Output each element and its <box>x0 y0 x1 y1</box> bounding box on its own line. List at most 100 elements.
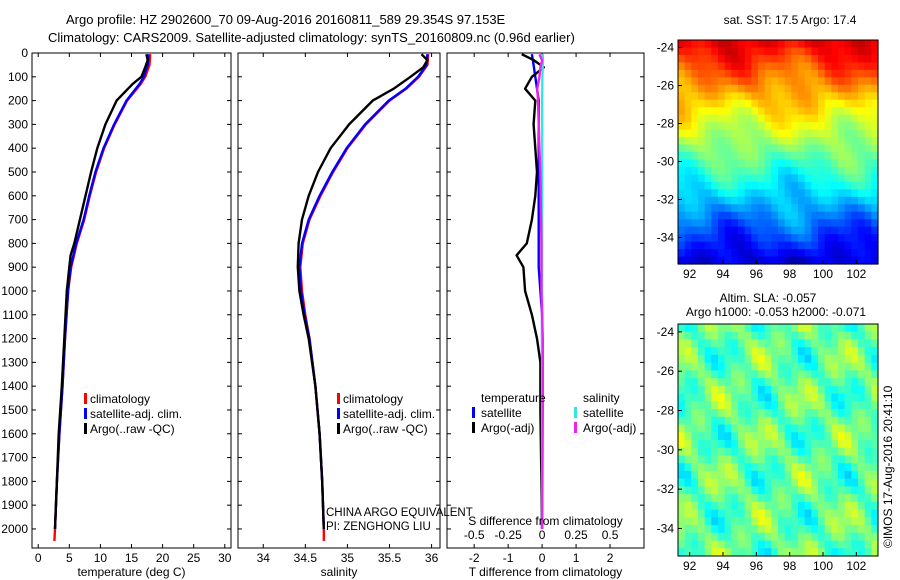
map-cell <box>804 92 812 101</box>
map-cell <box>818 378 826 387</box>
map-cell <box>771 324 779 333</box>
map-cell <box>691 92 699 101</box>
map-cell <box>758 494 766 503</box>
map-cell <box>778 241 786 250</box>
map-cell <box>751 219 759 228</box>
map-cell <box>864 331 872 341</box>
map-cell <box>698 432 706 441</box>
map-title: sat. SST: 17.5 Argo: 17.4 <box>724 13 857 27</box>
map-cell <box>858 99 866 108</box>
map-cell <box>698 54 706 63</box>
map-cell <box>824 517 832 526</box>
map-cell <box>691 47 699 56</box>
map-cell <box>831 385 839 395</box>
map-cell <box>691 107 699 116</box>
map-cell <box>678 47 686 56</box>
map-cell <box>764 486 772 495</box>
map-cell <box>691 393 699 402</box>
map-cell <box>844 92 852 101</box>
map-cell <box>771 107 779 116</box>
map-cell <box>851 122 859 131</box>
map-cell <box>844 432 852 441</box>
map-cell <box>844 455 852 464</box>
y-tick-label: 1600 <box>1 427 28 441</box>
map-cell <box>784 99 792 108</box>
map-cell <box>824 69 832 78</box>
y-tick-label: 800 <box>8 236 28 250</box>
map-cell <box>858 393 866 402</box>
map-cell <box>778 174 786 183</box>
map-cell <box>711 99 719 108</box>
map-cell <box>711 196 719 205</box>
map-cell <box>851 196 859 205</box>
y-tick-label: 600 <box>8 189 28 203</box>
map-cell <box>798 226 806 235</box>
map-cell <box>844 501 852 511</box>
map-cell <box>784 159 792 168</box>
map-cell <box>758 401 766 410</box>
map-cell <box>838 62 846 71</box>
map-cell <box>738 540 746 549</box>
map-cell <box>851 62 859 71</box>
map-cell <box>811 548 819 557</box>
map-cell <box>804 532 812 542</box>
map-cell <box>778 331 786 341</box>
map-cell <box>698 532 706 542</box>
y-tick-label: 2000 <box>1 522 28 536</box>
map-cell <box>711 424 719 433</box>
map-cell <box>704 99 712 108</box>
map-cell <box>824 347 832 356</box>
map-cell <box>778 532 786 542</box>
map-cell <box>771 181 779 190</box>
map-cell <box>771 47 779 56</box>
map-cell <box>791 401 799 410</box>
map-cell <box>764 385 772 395</box>
map-cell <box>724 129 732 138</box>
map-cell <box>738 40 746 49</box>
map-cell <box>798 347 806 356</box>
map-cell <box>804 256 812 265</box>
map-cell <box>871 517 879 526</box>
map-cell <box>858 249 866 258</box>
map-cell <box>784 378 792 387</box>
map-cell <box>858 347 866 356</box>
map-cell <box>678 432 686 441</box>
map-cell <box>811 196 819 205</box>
map-cell <box>798 478 806 487</box>
map-cell <box>698 181 706 190</box>
map-cell <box>704 47 712 56</box>
map-cell <box>818 99 826 108</box>
map-cell <box>778 509 786 518</box>
map-cell <box>844 129 852 138</box>
map-cell <box>851 548 859 557</box>
map-cell <box>698 241 706 250</box>
map-cell <box>824 204 832 213</box>
map-cell <box>758 77 766 86</box>
map-cell <box>704 486 712 495</box>
map-cell <box>751 470 759 480</box>
map-cell <box>764 166 772 175</box>
map-cell <box>724 540 732 549</box>
map-cell <box>791 92 799 101</box>
map-cell <box>838 166 846 175</box>
map-cell <box>818 540 826 549</box>
map-cell <box>711 241 719 250</box>
map-cell <box>691 204 699 213</box>
map-cell <box>684 40 692 49</box>
map-cell <box>698 129 706 138</box>
map-cell <box>764 424 772 433</box>
map-cell <box>771 211 779 220</box>
map-cell <box>838 362 846 371</box>
map-cell <box>724 40 732 49</box>
map-cell <box>824 196 832 205</box>
map-cell <box>678 114 686 123</box>
map-cell <box>758 166 766 175</box>
map-cell <box>691 137 699 146</box>
map-cell <box>798 409 806 418</box>
map-cell <box>718 540 726 549</box>
map-cell <box>858 401 866 410</box>
map-cell <box>691 339 699 348</box>
map-cell <box>818 486 826 495</box>
map-cell <box>704 447 712 457</box>
map-cell <box>831 339 839 348</box>
